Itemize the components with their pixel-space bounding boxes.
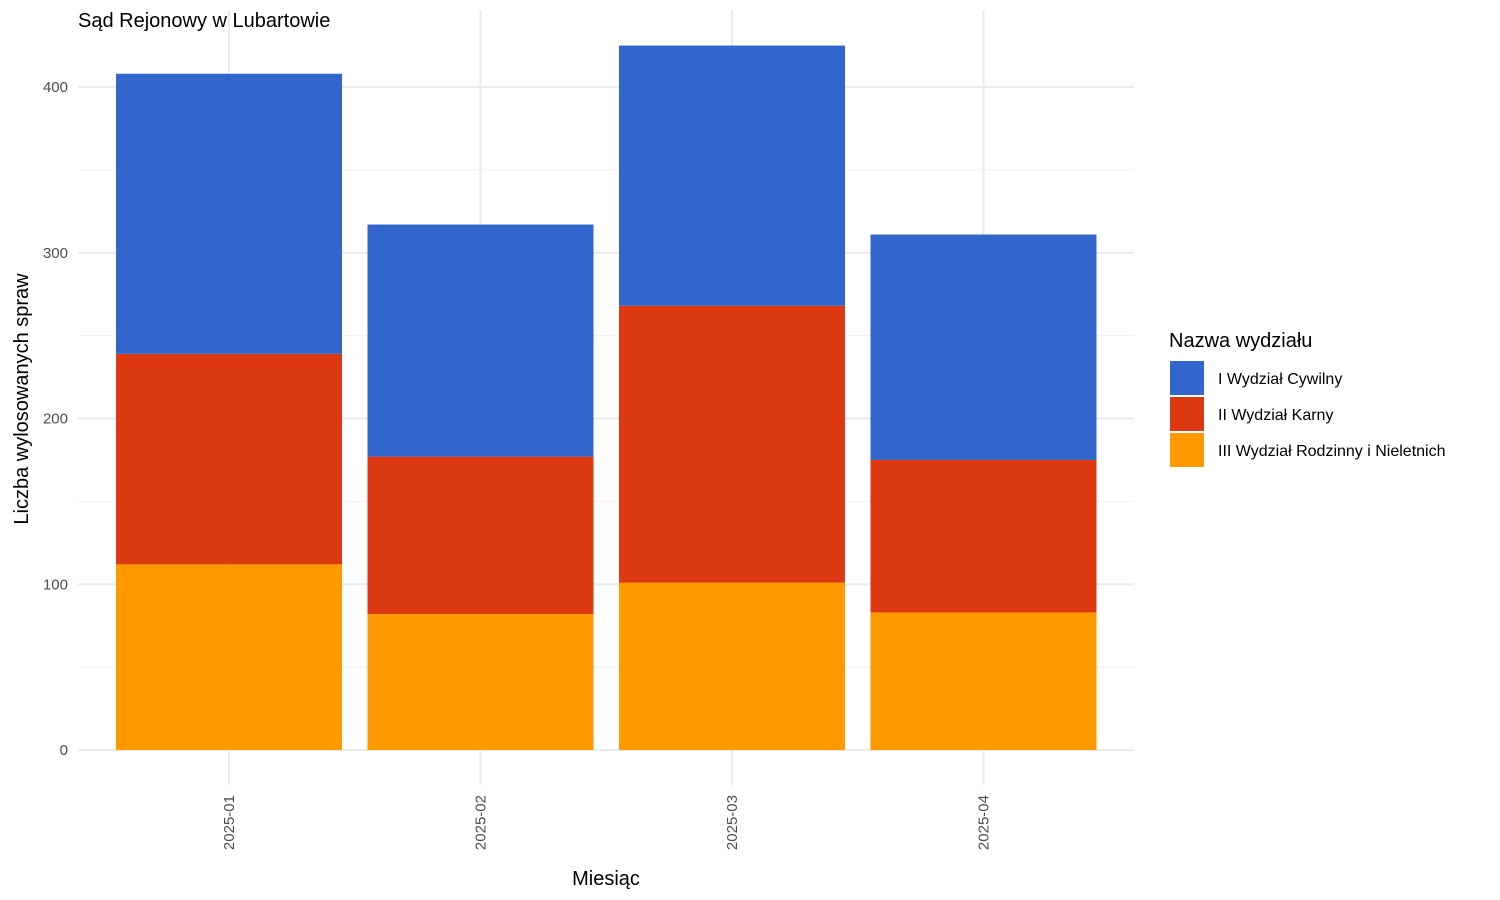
bar-segment [619,582,845,750]
legend-label: I Wydział Cywilny [1218,371,1342,388]
x-tick-label: 2025-02 [473,795,490,850]
x-tick-label: 2025-01 [221,795,238,850]
x-axis-title: Miesiąc [572,868,640,890]
bar-segment [870,234,1097,460]
legend-swatch [1170,433,1204,467]
x-tick-label: 2025-03 [724,795,741,850]
x-axis-ticks: 2025-01 2025-02 2025-03 2025-04 [221,795,993,850]
legend-swatch [1170,397,1204,431]
bar-segment [367,614,594,750]
legend: Nazwa wydziału I Wydział Cywilny II Wydzi… [1169,330,1446,467]
y-axis-title: Liczba wylosowanych spraw [11,273,33,525]
legend-label: II Wydział Karny [1218,407,1333,424]
chart-title: Sąd Rejonowy w Lubartowie [78,10,330,32]
y-axis-ticks: 0 100 200 300 400 [43,79,68,759]
bar-segment [870,459,1097,613]
bars [116,45,1097,750]
y-tick-label: 200 [43,411,68,428]
y-tick-label: 400 [43,79,68,96]
bar-segment [870,612,1097,750]
legend-label: III Wydział Rodzinny i Nieletnich [1218,443,1446,460]
y-tick-label: 0 [60,742,68,759]
legend-items: I Wydział Cywilny II Wydział Karny III Wyd… [1170,361,1446,467]
legend-title: Nazwa wydziału [1169,330,1312,352]
bar-segment [116,73,342,354]
bar-segment [116,564,342,750]
bar-segment [619,45,845,306]
y-tick-label: 100 [43,576,68,593]
bar-segment [367,456,594,615]
bar-segment [367,224,594,457]
x-tick-label: 2025-04 [976,795,993,850]
y-tick-label: 300 [43,245,68,262]
bar-segment [116,353,342,565]
legend-swatch [1170,361,1204,395]
bar-segment [619,305,845,583]
